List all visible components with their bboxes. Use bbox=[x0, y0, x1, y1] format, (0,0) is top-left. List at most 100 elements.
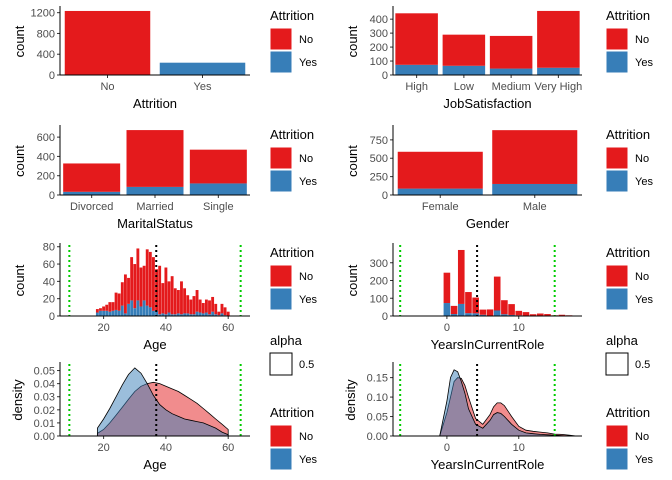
legend-title: Attrition bbox=[270, 405, 314, 420]
bar-yes bbox=[479, 314, 487, 316]
bar-no bbox=[226, 311, 230, 316]
bar-yes bbox=[176, 313, 180, 316]
bar-yes bbox=[457, 303, 465, 316]
bar-no bbox=[152, 257, 155, 311]
legend-title: Attrition bbox=[270, 8, 314, 23]
bar-no bbox=[139, 267, 143, 307]
bar-yes bbox=[493, 310, 501, 316]
legend-label: Yes bbox=[299, 176, 317, 188]
bar-no bbox=[493, 276, 501, 311]
bar-no bbox=[195, 290, 199, 312]
legend-key bbox=[269, 27, 293, 51]
x-tick-label: 60 bbox=[222, 442, 234, 454]
y-tick-label: 500 bbox=[370, 153, 388, 165]
bar-no bbox=[176, 290, 180, 314]
bar-yes bbox=[95, 312, 99, 316]
x-axis-title: Age bbox=[143, 457, 166, 472]
legend-title: Attrition bbox=[606, 127, 650, 142]
bar-no bbox=[120, 282, 124, 306]
bar-no bbox=[492, 130, 578, 184]
bar-yes bbox=[189, 314, 193, 316]
legend-label: Yes bbox=[299, 454, 317, 466]
x-tick-label: High bbox=[405, 81, 428, 93]
bar-yes bbox=[155, 310, 158, 316]
legend-label: 0.5 bbox=[299, 359, 314, 371]
legend-key bbox=[605, 146, 629, 170]
x-axis-title: Age bbox=[143, 337, 166, 352]
bar-yes bbox=[170, 314, 174, 316]
bar-yes bbox=[120, 305, 124, 316]
bar-yes bbox=[220, 313, 224, 316]
y-tick-label: 200 bbox=[37, 171, 55, 183]
x-tick-label: Very High bbox=[535, 81, 583, 93]
bar-no bbox=[397, 151, 483, 189]
bar-no bbox=[450, 305, 458, 315]
y-tick-label: 80 bbox=[43, 242, 55, 254]
legend-key bbox=[269, 169, 293, 193]
x-axis-title: YearsInCurrentRole bbox=[431, 337, 545, 352]
bar-yes bbox=[63, 191, 121, 195]
bar-yes bbox=[158, 314, 162, 316]
x-tick-label: 0 bbox=[444, 442, 450, 454]
bar-yes bbox=[450, 314, 458, 316]
bar-no bbox=[214, 303, 218, 315]
bar-no bbox=[183, 288, 187, 314]
bar-yes bbox=[130, 300, 134, 316]
bar-no bbox=[522, 312, 530, 316]
chart-panel: 0 10 0.00 0.05 0.10 0.15 YearsInCurrentRole den… bbox=[343, 362, 582, 472]
legend-key bbox=[269, 447, 293, 471]
y-tick-label: 400 bbox=[37, 151, 55, 163]
bar-yes bbox=[508, 314, 515, 316]
bar-no bbox=[164, 267, 168, 315]
y-tick-label: 100 bbox=[370, 56, 388, 68]
chart-panel: 20 40 60 0.000.010.020.030.040.05 Age density bbox=[10, 362, 250, 472]
legend: Attrition No Yes bbox=[269, 245, 317, 311]
legend-title: Attrition bbox=[270, 245, 314, 260]
bar-no bbox=[508, 304, 515, 315]
x-axis-title: YearsInCurrentRole bbox=[431, 457, 545, 472]
legend-key bbox=[269, 352, 293, 376]
density-yes bbox=[96, 367, 229, 437]
bar-no bbox=[117, 293, 121, 311]
legend-label: Yes bbox=[635, 454, 653, 466]
legend-label: No bbox=[635, 431, 649, 443]
y-tick-label: 1200 bbox=[31, 8, 55, 20]
y-tick-label: 0.01 bbox=[34, 418, 55, 430]
legend-label: Yes bbox=[635, 176, 653, 188]
bar-no bbox=[198, 299, 202, 313]
bar-yes bbox=[152, 310, 155, 316]
bar-no bbox=[189, 149, 247, 184]
bar-yes bbox=[102, 310, 106, 316]
bar-yes bbox=[189, 183, 247, 195]
y-tick-label: 0 bbox=[49, 190, 55, 202]
bar-yes bbox=[211, 311, 215, 316]
bar-no bbox=[211, 296, 215, 312]
x-tick-label: 20 bbox=[97, 322, 109, 334]
bar-no bbox=[64, 10, 151, 76]
bar-yes bbox=[204, 312, 208, 316]
y-tick-label: 0.05 bbox=[34, 366, 55, 378]
legend-label: No bbox=[299, 153, 313, 165]
y-tick-label: 200 bbox=[370, 276, 388, 288]
bar-yes bbox=[105, 310, 109, 316]
legend-title: Attrition bbox=[606, 8, 650, 23]
bar-no bbox=[180, 281, 183, 315]
x-tick-label: 10 bbox=[513, 322, 525, 334]
bar-no bbox=[105, 304, 109, 311]
x-tick-label: 40 bbox=[160, 442, 172, 454]
bar-yes bbox=[167, 312, 171, 316]
y-tick-label: 300 bbox=[370, 258, 388, 270]
bar-no bbox=[537, 10, 580, 68]
bar-yes bbox=[214, 314, 218, 316]
bar-yes bbox=[126, 186, 184, 195]
density-yes bbox=[439, 369, 577, 437]
bar-no bbox=[529, 314, 537, 316]
bar-no bbox=[544, 314, 551, 316]
bar-no bbox=[127, 277, 130, 304]
y-axis-title: count bbox=[345, 25, 360, 57]
legend-key bbox=[605, 264, 629, 288]
x-axis-title: Gender bbox=[466, 216, 510, 231]
y-tick-label: 750 bbox=[370, 135, 388, 147]
